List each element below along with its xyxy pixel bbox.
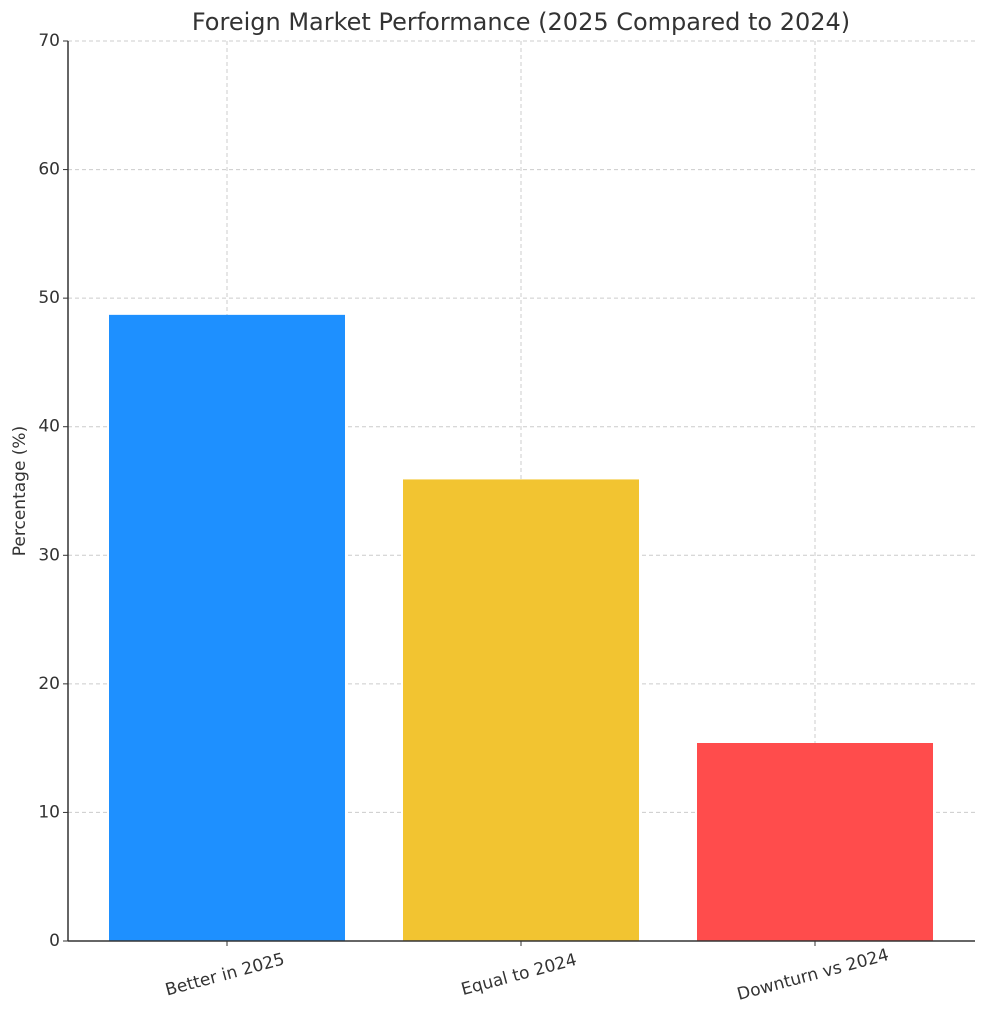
x-tick-label: Equal to 2024 bbox=[459, 950, 579, 1000]
y-axis-label: Percentage (%) bbox=[10, 426, 30, 556]
x-tick-label: Better in 2025 bbox=[163, 949, 286, 1000]
y-tick-label: 40 bbox=[38, 417, 60, 437]
bar bbox=[697, 743, 933, 941]
y-tick-label: 20 bbox=[38, 674, 60, 694]
y-tick-label: 10 bbox=[38, 802, 60, 822]
chart-title: Foreign Market Performance (2025 Compare… bbox=[192, 8, 850, 36]
bar bbox=[109, 314, 345, 941]
bar bbox=[403, 479, 639, 941]
y-tick-label: 60 bbox=[38, 160, 60, 180]
y-tick-label: 30 bbox=[38, 545, 60, 565]
y-tick-label: 50 bbox=[38, 288, 60, 308]
y-tick-label: 70 bbox=[38, 31, 60, 51]
y-tick-label: 0 bbox=[49, 931, 60, 951]
x-tick-label: Downturn vs 2024 bbox=[735, 945, 891, 1005]
